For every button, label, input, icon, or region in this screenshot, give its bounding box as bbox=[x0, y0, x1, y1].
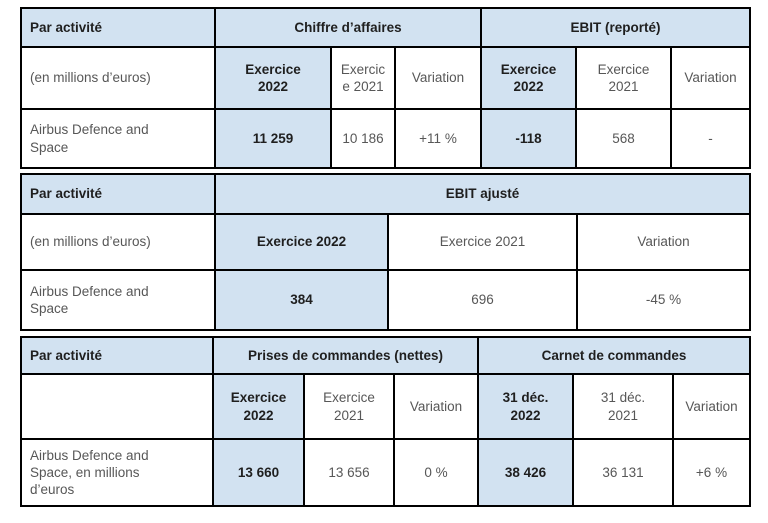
data-row: Airbus Defence and Space 384 696 -45 % bbox=[20, 269, 751, 331]
value-intake-fy2022: 13 660 bbox=[212, 438, 305, 507]
group-header-order-book: Carnet de commandes bbox=[476, 336, 752, 375]
corner-header-cell: Par activité bbox=[20, 336, 214, 375]
group-header-ebit-reported: EBIT (reporté) bbox=[479, 7, 752, 48]
group-header-order-intake: Prises de commandes (nettes) bbox=[212, 336, 479, 375]
row-label-cell: Airbus Defence and Space, en millions d’… bbox=[20, 438, 214, 507]
col-header-dec2022: 31 déc. 2022 bbox=[477, 373, 574, 440]
data-row: Airbus Defence and Space 11 259 10 186 +… bbox=[20, 108, 752, 169]
value-revenue-fy2022: 11 259 bbox=[214, 108, 332, 169]
row-label-cell: Airbus Defence and Space bbox=[20, 108, 216, 169]
col-header-fy2022: Exercice 2022 bbox=[214, 213, 389, 271]
value-ebit-fy2021: 568 bbox=[575, 108, 672, 169]
col-header-variation: Variation bbox=[671, 373, 752, 440]
value-intake-fy2021: 13 656 bbox=[303, 438, 395, 507]
col-header-variation: Variation bbox=[669, 46, 752, 110]
corner-header-cell: Par activité bbox=[20, 7, 216, 48]
group-header-revenue: Chiffre d’affaires bbox=[214, 7, 482, 48]
unit-label-cell: (en millions d’euros) bbox=[20, 46, 216, 110]
table-ebit-adjusted: Par activité EBIT ajusté (en millions d’… bbox=[20, 173, 751, 331]
value-ebit-variation: - bbox=[669, 108, 752, 169]
row-label-cell: Airbus Defence and Space bbox=[20, 269, 216, 331]
corner-header-cell: Par activité bbox=[20, 173, 216, 215]
col-header-fy2021: Exercic e 2021 bbox=[330, 46, 396, 110]
col-header-variation: Variation bbox=[576, 213, 751, 271]
subheader-row: (en millions d’euros) Exercice 2022 Exer… bbox=[20, 46, 752, 110]
subheader-row: Exercice 2022 Exercice 2021 Variation 31… bbox=[20, 373, 752, 440]
value-revenue-variation: +11 % bbox=[394, 108, 482, 169]
col-header-variation: Variation bbox=[393, 373, 479, 440]
col-header-variation: Variation bbox=[394, 46, 482, 110]
col-header-fy2022: Exercice 2022 bbox=[480, 46, 577, 110]
value-book-dec2022: 38 426 bbox=[477, 438, 574, 507]
col-header-dec2021: 31 déc. 2021 bbox=[572, 373, 674, 440]
value-ebit-adj-fy2021: 696 bbox=[387, 269, 578, 331]
value-intake-variation: 0 % bbox=[393, 438, 479, 507]
value-revenue-fy2021: 10 186 bbox=[330, 108, 396, 169]
empty-cell bbox=[20, 373, 214, 440]
col-header-fy2021: Exercice 2021 bbox=[387, 213, 578, 271]
value-book-dec2021: 36 131 bbox=[572, 438, 674, 507]
value-book-variation: +6 % bbox=[671, 438, 752, 507]
value-ebit-fy2022: -118 bbox=[480, 108, 577, 169]
col-header-fy2022: Exercice 2022 bbox=[214, 46, 332, 110]
table-revenue-ebit-reported: Par activité Chiffre d’affaires EBIT (re… bbox=[20, 7, 752, 169]
header-row: Par activité EBIT ajusté bbox=[20, 173, 751, 215]
value-ebit-adj-fy2022: 384 bbox=[214, 269, 389, 331]
unit-label-cell: (en millions d’euros) bbox=[20, 213, 216, 271]
data-row: Airbus Defence and Space, en millions d’… bbox=[20, 438, 752, 507]
header-row: Par activité Prises de commandes (nettes… bbox=[20, 336, 752, 375]
table-orders: Par activité Prises de commandes (nettes… bbox=[20, 336, 752, 507]
value-ebit-adj-variation: -45 % bbox=[576, 269, 751, 331]
col-header-fy2021: Exercice 2021 bbox=[303, 373, 395, 440]
col-header-fy2021: Exercice 2021 bbox=[575, 46, 672, 110]
subheader-row: (en millions d’euros) Exercice 2022 Exer… bbox=[20, 213, 751, 271]
col-header-fy2022: Exercice 2022 bbox=[212, 373, 305, 440]
group-header-ebit-adjusted: EBIT ajusté bbox=[214, 173, 751, 215]
header-row: Par activité Chiffre d’affaires EBIT (re… bbox=[20, 7, 752, 48]
